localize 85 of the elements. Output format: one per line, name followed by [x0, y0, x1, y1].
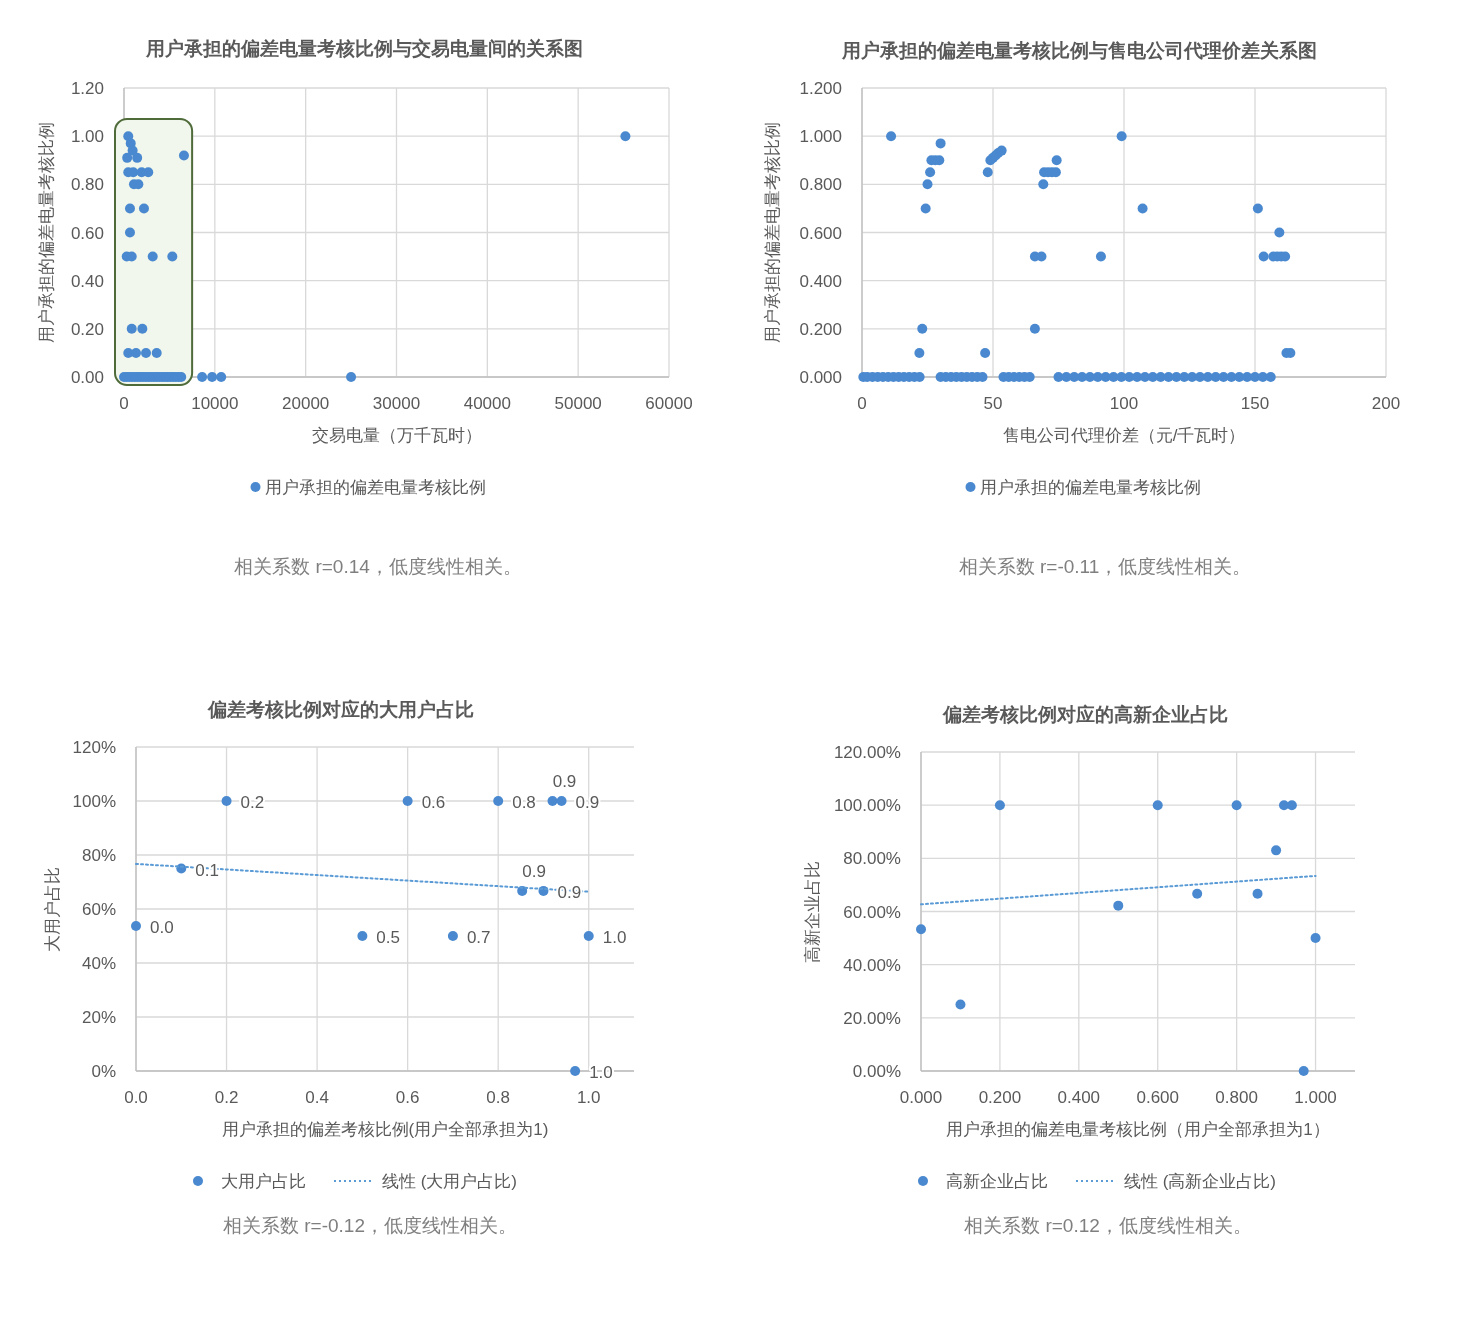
legend-label: 线性 (大用户占比) [381, 1172, 518, 1191]
x-tick-label: 40000 [463, 394, 511, 413]
y-tick-label: 100% [72, 792, 116, 811]
x-tick-label: 30000 [372, 394, 421, 413]
x-tick-label: 60000 [645, 394, 693, 413]
annotation: 0.9 [575, 793, 600, 812]
x-tick-label: 0.600 [1136, 1088, 1179, 1107]
y-tick-label: 60% [81, 900, 116, 919]
y-tick-label: 0.000 [799, 368, 842, 387]
x-axis-title: 售电公司代理价差（元/千瓦时） [1002, 426, 1246, 445]
annotation: 1.0 [602, 928, 627, 947]
y-axis-title: 用户承担的偏差电量考核比例 [37, 122, 56, 343]
annotation: 1.0 [589, 1063, 613, 1082]
legend-label: 大用户占比 [220, 1172, 306, 1191]
x-tick-label: 0 [857, 394, 867, 413]
x-tick-label: 150 [1240, 394, 1270, 413]
chart-title: 用户承担的偏差电量考核比例与售电公司代理价差关系图 [840, 40, 1317, 61]
y-tick-label: 40% [81, 954, 116, 973]
text: 相关系数 r=0.14，低度线性相关。 [234, 556, 522, 577]
x-tick-label: 0.200 [978, 1088, 1022, 1107]
annotation: 0.9 [552, 772, 577, 791]
y-axis-title: 用户承担的偏差电量考核比例 [763, 122, 782, 343]
legend-label: 用户承担的偏差电量考核比例 [979, 478, 1201, 497]
chart-title: 用户承担的偏差电量考核比例与交易电量间的关系图 [144, 38, 583, 59]
y-tick-label: 80% [81, 846, 116, 865]
y-tick-label: 0.60 [70, 223, 104, 243]
x-tick-label: 1.000 [1294, 1088, 1337, 1107]
y-tick-label: 1.20 [70, 79, 104, 98]
x-tick-label: 200 [1371, 394, 1401, 413]
y-tick-label: 0.80 [70, 175, 104, 195]
x-tick-label: 0.8 [486, 1088, 510, 1107]
y-tick-label: 120.00% [833, 743, 901, 762]
y-tick-label: 0.800 [799, 175, 842, 195]
y-tick-label: 1.200 [799, 79, 842, 98]
annotation: 0.8 [512, 793, 536, 812]
y-tick-label: 0.20 [70, 319, 104, 339]
y-tick-label: 0% [91, 1062, 116, 1081]
y-tick-label: 0.400 [799, 271, 842, 291]
y-tick-label: 0.600 [799, 223, 842, 243]
annotation: 0.0 [150, 918, 174, 938]
annotation: 0.5 [376, 928, 400, 947]
legend-label: 用户承担的偏差电量考核比例 [264, 478, 486, 497]
y-tick-label: 20.00% [843, 1008, 901, 1028]
y-tick-label: 60.00% [843, 902, 901, 922]
x-tick-label: 100 [1109, 394, 1139, 413]
text: 相关系数 r=-0.12，低度线性相关。 [222, 1215, 518, 1236]
chart-title: 偏差考核比例对应的高新企业占比 [941, 704, 1228, 725]
text: 相关系数 r=-0.11，低度线性相关。 [958, 556, 1252, 577]
x-tick-label: 0.6 [395, 1088, 420, 1107]
chart-title: 偏差考核比例对应的大用户占比 [207, 699, 474, 720]
legend-label: 高新企业占比 [945, 1172, 1048, 1191]
x-tick-label: 0.0 [124, 1088, 148, 1107]
x-tick-label: 0.4 [305, 1088, 329, 1107]
x-tick-label: 50000 [554, 394, 602, 413]
y-tick-label: 20% [81, 1008, 116, 1027]
x-tick-label: 50 [983, 394, 1003, 413]
x-tick-label: 0.2 [214, 1088, 239, 1107]
y-axis-title: 大用户占比 [43, 866, 62, 952]
x-axis-title: 用户承担的偏差考核比例(用户全部承担为1) [221, 1120, 549, 1139]
legend-label: 线性 (高新企业占比) [1123, 1172, 1277, 1191]
x-axis-title: 用户承担的偏差电量考核比例（用户全部承担为1） [946, 1120, 1330, 1139]
y-tick-label: 0.200 [799, 319, 842, 339]
y-tick-label: 0.00% [852, 1062, 901, 1081]
y-tick-label: 100.00% [833, 796, 901, 816]
text: 相关系数 r=0.12，低度线性相关。 [964, 1215, 1252, 1236]
x-tick-label: 0.400 [1057, 1088, 1101, 1107]
y-tick-label: 1.000 [799, 127, 842, 147]
y-tick-label: 0.00 [70, 368, 104, 387]
x-tick-label: 0.800 [1215, 1088, 1258, 1107]
x-tick-label: 0 [119, 394, 129, 413]
y-tick-label: 40.00% [843, 955, 901, 975]
annotation: 0.7 [466, 928, 491, 947]
annotation: 0.6 [421, 793, 446, 812]
annotation: 0.2 [240, 793, 265, 812]
y-tick-label: 120% [72, 738, 116, 757]
annotation: 0.9 [522, 861, 546, 881]
y-tick-label: 1.00 [70, 127, 104, 147]
x-tick-label: 1.0 [576, 1088, 601, 1107]
x-tick-label: 0.000 [899, 1088, 943, 1107]
y-tick-label: 0.40 [70, 271, 104, 291]
x-tick-label: 20000 [282, 394, 330, 413]
x-axis-title: 交易电量（万千瓦时） [311, 426, 482, 445]
x-tick-label: 10000 [191, 394, 239, 413]
y-tick-label: 80.00% [843, 849, 901, 869]
y-axis-title: 高新企业占比 [803, 860, 822, 963]
